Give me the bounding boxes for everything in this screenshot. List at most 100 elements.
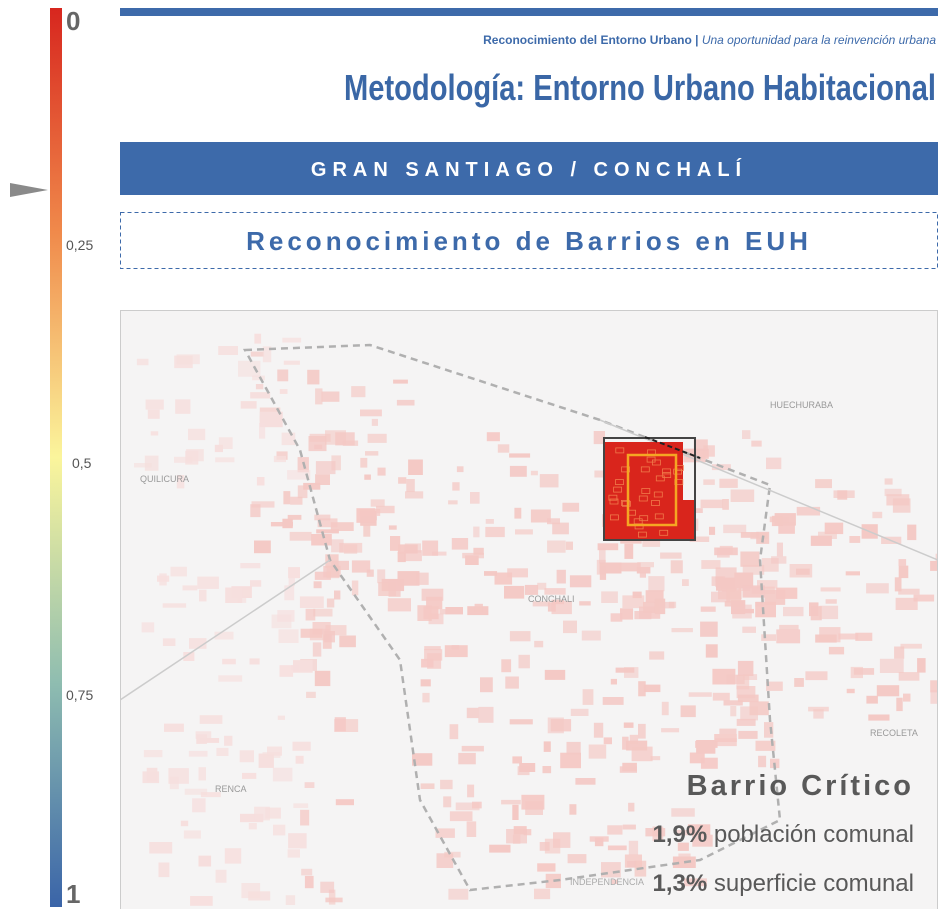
block [297,485,308,499]
block [254,333,262,344]
block [879,658,904,673]
block [740,551,760,567]
block [565,541,573,550]
block [646,456,656,463]
block [287,470,311,480]
block [288,577,295,587]
block [304,875,314,889]
block [440,779,453,790]
block [250,504,261,518]
block [593,431,605,445]
block [215,457,235,463]
block [721,579,737,589]
block [276,451,288,460]
block [200,792,221,798]
block [473,526,480,538]
block [539,474,559,488]
block [742,585,765,598]
page-title: Metodología: Entorno Urbano Habitacional [344,67,936,108]
block [377,467,386,476]
block [837,490,848,500]
block [405,491,424,499]
block [218,437,233,449]
block [254,806,270,821]
block [443,796,452,808]
block [314,571,331,580]
block [506,829,527,844]
tagline: Una oportunidad para la reinvención urba… [702,33,936,47]
block [783,606,804,617]
block [180,820,189,827]
block [290,496,303,505]
block [876,685,900,697]
block [334,717,346,732]
block [164,723,184,732]
block [534,640,544,648]
block [288,567,300,579]
block [610,678,617,685]
block [509,453,531,458]
block [637,562,654,568]
block [610,514,619,521]
block [448,500,458,505]
block [688,692,712,697]
block [868,714,890,721]
block [660,552,682,559]
block [412,753,433,766]
block [607,825,623,835]
block [312,642,322,657]
block [575,778,596,785]
block [282,518,293,529]
block [278,629,299,643]
block [930,680,938,693]
block [774,513,796,526]
block [537,582,547,590]
block [420,783,435,789]
block [351,580,359,596]
block [289,531,312,541]
block [610,613,623,622]
block [629,734,639,745]
block [737,694,759,703]
block [661,701,669,716]
critical-neighborhood [605,442,694,539]
info-text: superficie comunal [714,870,914,897]
block [820,587,841,592]
block [182,585,198,591]
block [465,555,479,565]
block [486,432,500,442]
block [701,560,721,569]
block [307,369,320,385]
block [366,569,374,577]
block [176,354,200,365]
block [602,697,624,705]
block [398,477,407,484]
block [452,482,460,491]
block [742,430,751,439]
block [390,536,401,551]
block [738,730,758,739]
block [518,654,530,669]
block [303,482,321,490]
block [671,808,695,817]
block [254,540,271,554]
block [505,676,519,689]
block [316,529,339,534]
block [299,596,324,608]
block [751,440,762,447]
block [730,706,737,717]
block [388,580,401,597]
block [365,451,379,456]
block [162,638,176,646]
block [742,564,765,575]
block [444,645,468,658]
block [677,842,689,851]
block [363,524,371,537]
block [743,674,758,680]
block [913,594,935,602]
block [339,635,356,648]
block [292,741,311,751]
block [608,494,618,501]
block [930,690,938,704]
block [170,566,187,577]
